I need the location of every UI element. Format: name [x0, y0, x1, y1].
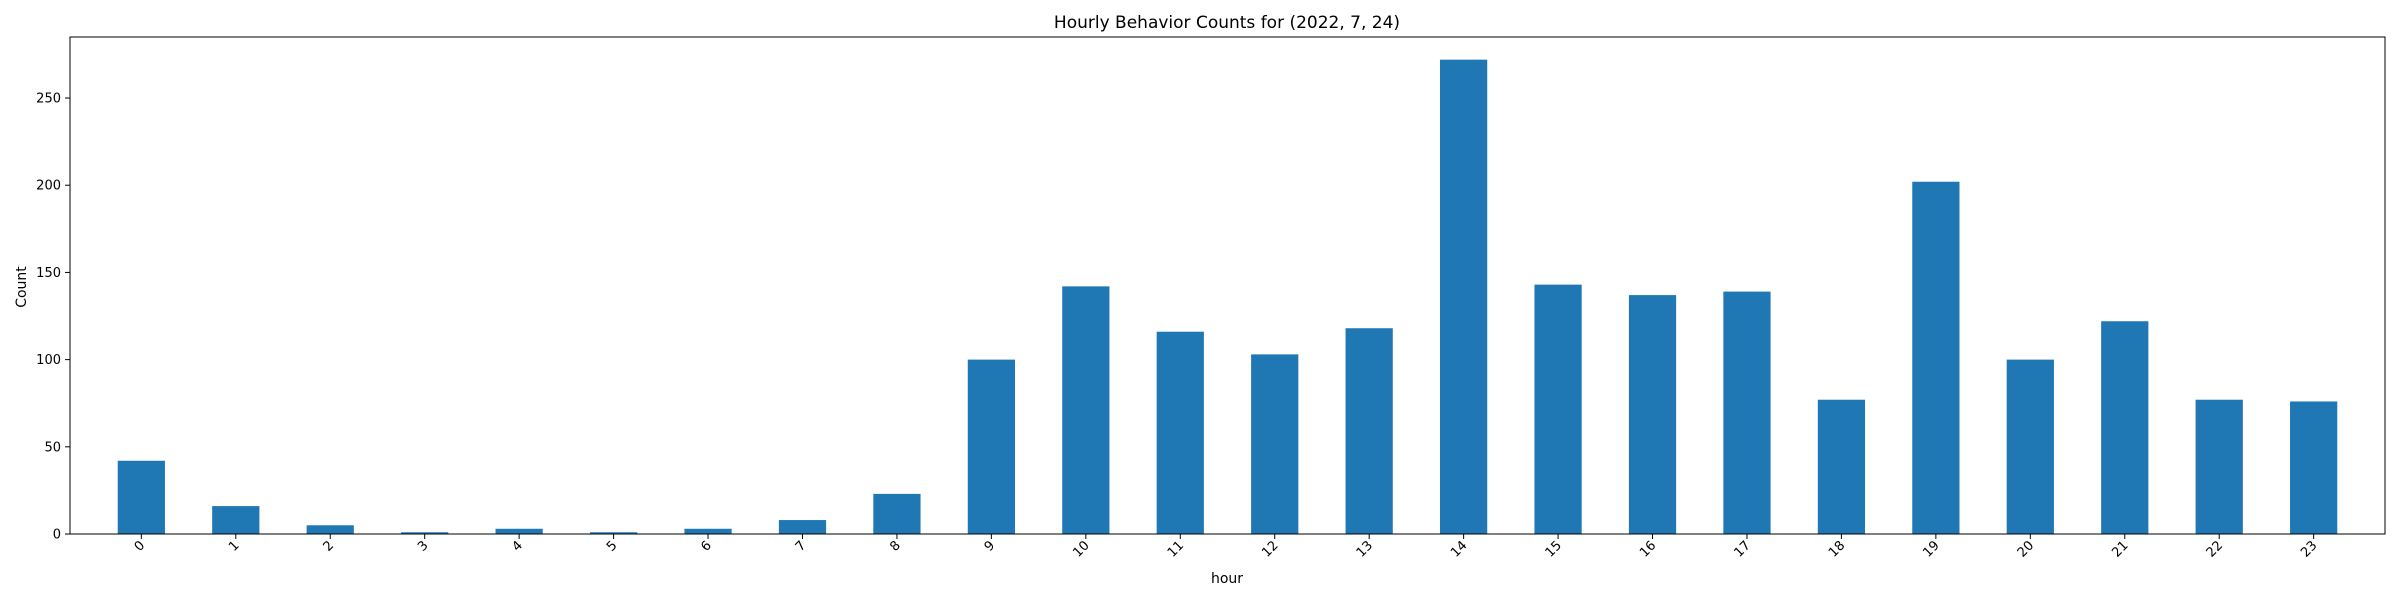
x-tick-label: 20 [2015, 538, 2037, 560]
y-tick-label: 250 [36, 92, 61, 107]
bar-hour-8 [873, 493, 921, 534]
bar-hour-9 [967, 359, 1015, 534]
bar-hour-17 [1723, 291, 1771, 534]
x-tick-label: 22 [2204, 538, 2226, 560]
bar-hour-12 [1251, 354, 1299, 534]
bar-hour-3 [401, 532, 449, 534]
x-tick-label: 10 [1070, 538, 1092, 560]
x-tick-label: 18 [1826, 538, 1848, 560]
bar-hour-21 [2101, 321, 2149, 534]
x-tick-label: 17 [1731, 538, 1753, 560]
x-tick-label: 0 [132, 538, 148, 554]
bar-hour-6 [684, 528, 732, 534]
bar-hour-2 [306, 525, 354, 534]
x-tick-label: 7 [793, 538, 809, 554]
bars-layer [117, 59, 2338, 535]
bar-hour-13 [1345, 328, 1393, 534]
x-tick-label: 4 [510, 538, 526, 554]
y-tick-label: 50 [44, 440, 61, 455]
bar-hour-5 [589, 532, 638, 534]
bar-hour-4 [495, 528, 543, 534]
y-tick-label: 100 [36, 353, 61, 368]
bar-hour-11 [1156, 331, 1204, 534]
bar-hour-15 [1534, 284, 1582, 534]
x-tick-label: 23 [2298, 538, 2320, 560]
y-tick-label: 0 [53, 528, 61, 543]
y-tick-label: 150 [36, 266, 61, 281]
x-axis-ticks: 0 1 2 3 4 5 6 7 8 9 10 11 12 13 14 15 16 17 18 19 20 21 22 23 [132, 534, 2320, 561]
x-tick-label: 5 [604, 538, 620, 554]
x-tick-label: 13 [1354, 538, 1376, 560]
plot-frame [69, 36, 2386, 535]
x-tick-label: 1 [226, 538, 242, 554]
x-tick-label: 19 [1920, 538, 1942, 560]
x-tick-label: 8 [887, 538, 903, 554]
x-tick-label: 3 [415, 538, 431, 554]
bar-hour-22 [2195, 399, 2243, 534]
bar-hour-18 [1817, 399, 1866, 534]
bar-hour-14 [1440, 59, 1488, 535]
bar-hour-0 [117, 460, 165, 534]
x-tick-label: 21 [2109, 538, 2131, 560]
x-axis-label: hour [1211, 571, 1243, 587]
bar-hour-7 [778, 520, 827, 534]
bar-hour-19 [1912, 181, 1960, 534]
x-tick-label: 2 [321, 538, 337, 554]
chart-title: Hourly Behavior Counts for (2022, 7, 24) [1054, 13, 1400, 33]
bar-hour-10 [1062, 286, 1110, 534]
bar-hour-1 [212, 506, 260, 534]
x-tick-label: 12 [1259, 538, 1281, 560]
y-axis-ticks: 0 50 100 150 200 250 [36, 92, 70, 543]
x-tick-label: 11 [1165, 538, 1187, 560]
x-tick-label: 14 [1448, 538, 1470, 560]
y-tick-label: 200 [36, 179, 61, 194]
bar-hour-20 [2006, 359, 2054, 534]
bar-hour-23 [2290, 401, 2338, 534]
x-tick-label: 6 [698, 538, 714, 554]
y-axis-label: Count [14, 266, 30, 308]
x-tick-label: 16 [1637, 538, 1659, 560]
x-tick-label: 9 [982, 538, 998, 554]
bar-hour-16 [1628, 295, 1677, 534]
x-tick-label: 15 [1543, 538, 1565, 560]
